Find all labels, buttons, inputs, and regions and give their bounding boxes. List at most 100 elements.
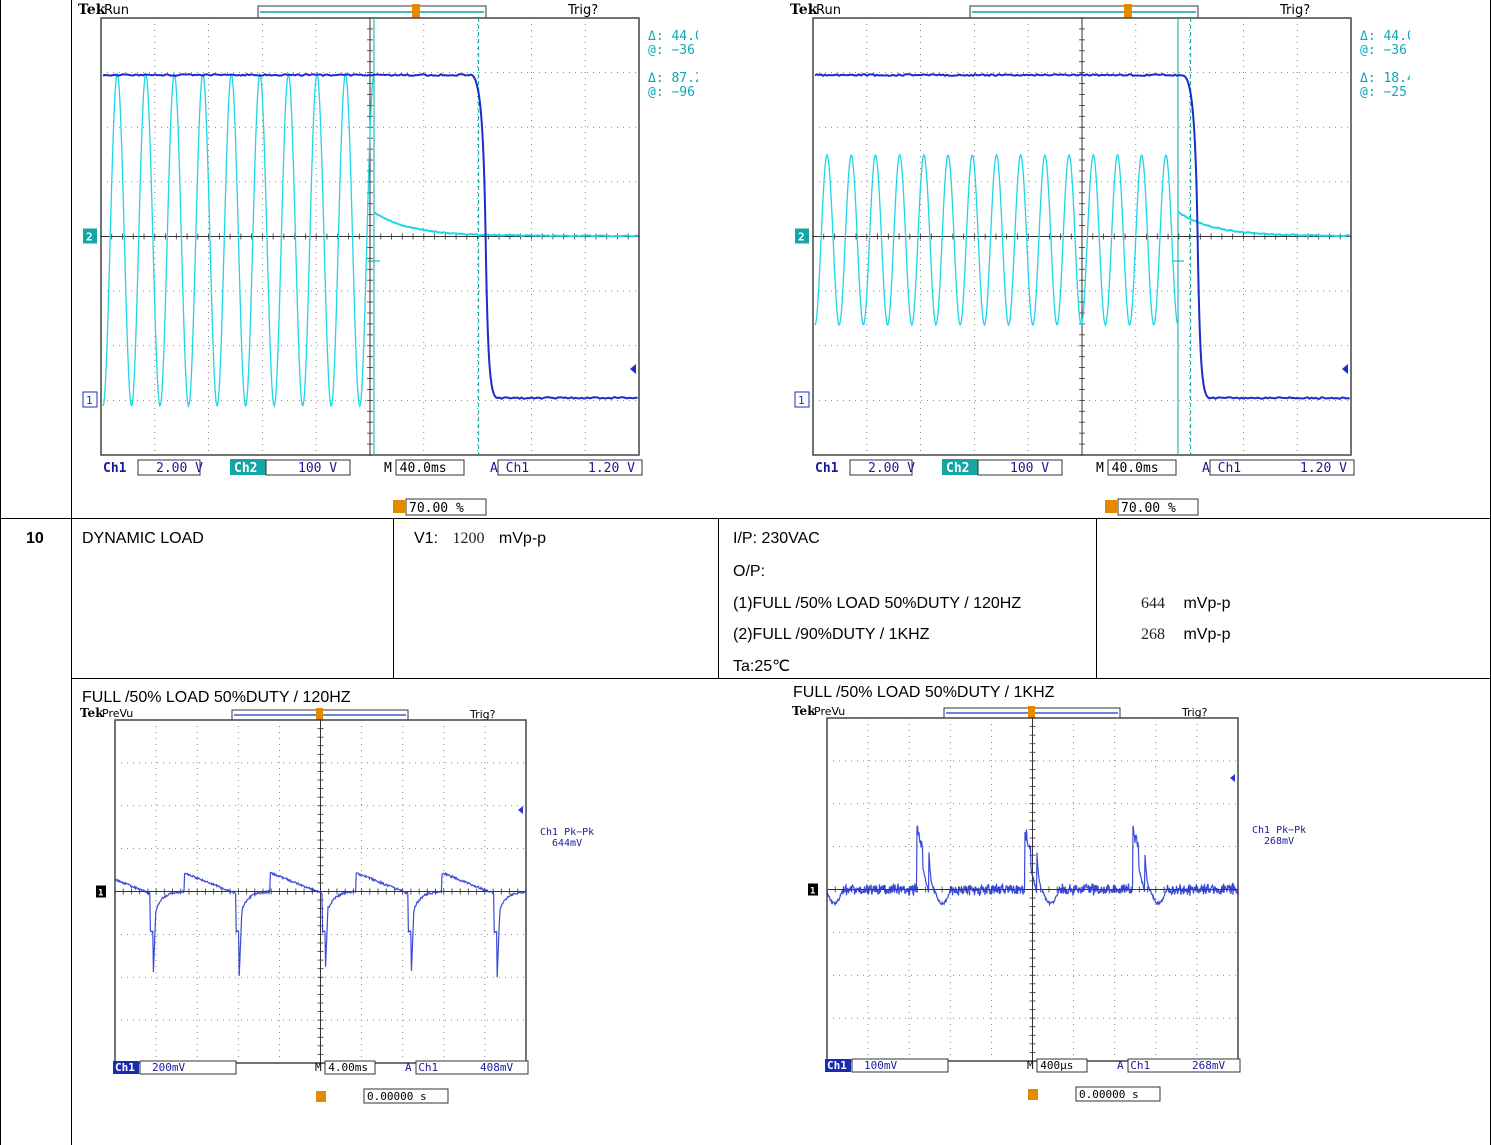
ch2-scale: 100 V (1010, 461, 1049, 476)
ch1-marker-label: 1 (798, 394, 805, 407)
cursor-at-t: @: −96.0ms (648, 85, 698, 100)
scope-screen: TekRun Trig? Δ: 44.0 V@: −36.0 V Δ: 87.2ms@… (78, 0, 698, 518)
condition-output: O/P: (733, 563, 765, 581)
ch2-marker-label: 2 (86, 231, 93, 244)
trig-status: Trig? (1181, 706, 1208, 719)
trigger-pos-icon (1028, 706, 1035, 718)
ch2-scale: 100 V (298, 461, 337, 476)
ch1-scale: 2.00 V (156, 461, 203, 476)
condition-load-1: (1)FULL /50% LOAD 50%DUTY / 120HZ (733, 595, 1021, 613)
cursor-at-v: @: −36.0 V (1360, 43, 1410, 58)
cursor-delta-t: Δ: 18.4ms (1360, 71, 1410, 86)
tek-logo: Tek (78, 2, 106, 18)
trigger-source: A Ch1 (1117, 1059, 1150, 1072)
timebase: M 4.00ms (315, 1061, 368, 1074)
cursor-at-v: @: −36.0 V (648, 43, 698, 58)
ch1-label: Ch1 (115, 1061, 135, 1074)
trigger-position-icon (316, 1091, 326, 1102)
graticule (115, 720, 526, 1063)
trigger-position: 70.00 % (1121, 501, 1176, 516)
trigger-level: 268mV (1192, 1059, 1225, 1072)
scope-shutdown-2: TekRun Trig? Δ: 44.0 V@: −36.0 V Δ: 18.4ms@… (790, 0, 1410, 518)
trigger-position: 0.00000 s (1079, 1088, 1139, 1101)
scope-mode: Run (104, 3, 129, 18)
caption-1khz: FULL /50% LOAD 50%DUTY / 1KHZ (793, 684, 1054, 702)
trigger-position-icon (1105, 500, 1117, 513)
row-number: 10 (26, 530, 44, 548)
result-1-unit: mVp-p (1183, 595, 1230, 612)
scope-screen: TekPreVu Trig? Ch1 Pk−Pk644mV 1 Ch1 200mV M 4.… (80, 705, 650, 1135)
trigger-position-icon (393, 500, 405, 513)
trig-status: Trig? (469, 708, 496, 721)
ch2-label: Ch2 (946, 461, 969, 476)
ch1-scale: 100mV (864, 1059, 897, 1072)
trigger-source: A Ch1 (1202, 461, 1241, 476)
trigger-pos-icon (1124, 4, 1132, 18)
cursor-delta-t: Δ: 87.2ms (648, 71, 698, 86)
table-row-divider-1 (0, 518, 1491, 519)
ch2-label: Ch2 (234, 461, 257, 476)
timebase: M 400µs (1027, 1059, 1073, 1072)
table-col-divider-conditions (718, 518, 719, 678)
condition-temperature: Ta:25℃ (733, 656, 790, 676)
trig-status: Trig? (567, 3, 598, 18)
spec-unit: mVp-p (499, 530, 546, 547)
trigger-source: A Ch1 (490, 461, 529, 476)
result-2-unit: mVp-p (1183, 626, 1230, 643)
trigger-level: 1.20 V (1300, 461, 1347, 476)
result-1-value: 644 (1141, 595, 1165, 612)
trigger-position-icon (1028, 1089, 1038, 1100)
scope-shutdown-1: TekRun Trig? Δ: 44.0 V@: −36.0 V Δ: 87.2ms@… (78, 0, 698, 518)
spec-label: V1: (414, 530, 438, 547)
condition-load-2: (2)FULL /90%DUTY / 1KHZ (733, 626, 930, 644)
measurement-value: 268mV (1264, 836, 1294, 847)
ch1-marker-label: 1 (86, 394, 93, 407)
scope-mode: Run (816, 3, 841, 18)
measurement-name: Ch1 Pk−Pk (540, 827, 594, 838)
ch2-marker-label: 2 (798, 231, 805, 244)
result-1: 644 mVp-p (1141, 595, 1231, 613)
trigger-level: 408mV (480, 1061, 513, 1074)
scope-mode: PreVu (814, 705, 845, 718)
ch1-label: Ch1 (827, 1059, 847, 1072)
cursor-delta-v: Δ: 44.0 V (648, 29, 698, 44)
cursor-delta-v: Δ: 44.0 V (1360, 29, 1410, 44)
result-2-value: 268 (1141, 626, 1165, 643)
result-2: 268 mVp-p (1141, 626, 1231, 644)
tek-logo: Tek (792, 704, 816, 718)
ch1-label: Ch1 (103, 461, 127, 476)
measurement-name: Ch1 Pk−Pk (1252, 825, 1306, 836)
trigger-level: 1.20 V (588, 461, 635, 476)
ch1-marker-label: 1 (810, 887, 815, 897)
table-col-divider-spec (393, 518, 394, 678)
trigger-position: 0.00000 s (367, 1090, 427, 1103)
spec-line: V1: 1200 mVp-p (414, 530, 546, 548)
tek-logo: Tek (790, 2, 818, 18)
test-name: DYNAMIC LOAD (82, 530, 204, 548)
scope-ripple-1khz: Tek PreVu Trig? Ch1 Pk−Pk 268mV 1 Ch1 100mV M 40… (792, 703, 1362, 1133)
ch1-scale: 2.00 V (868, 461, 915, 476)
table-divider-number-col (71, 0, 72, 1145)
cursor-at-t: @: −25.6ms (1360, 85, 1410, 100)
trig-status: Trig? (1279, 3, 1310, 18)
ch1-label: Ch1 (815, 461, 839, 476)
spec-value: 1200 (452, 530, 484, 547)
trigger-pos-icon (412, 4, 420, 18)
scope-mode: PreVu (102, 707, 133, 720)
scope-screen: TekPreVu Trig?Ch1 Pk−Pk268mV1Ch1 100mV M 40… (792, 703, 1362, 1133)
ch1-marker-label: 1 (98, 889, 103, 899)
trigger-pos-icon (316, 708, 323, 720)
table-col-divider-results (1096, 518, 1097, 678)
timebase: M 40.0ms (1096, 461, 1159, 476)
timebase: M 40.0ms (384, 461, 447, 476)
scope-ripple-120hz: Tek PreVu Trig? Ch1 Pk−Pk 644mV 1 Ch1 200mV M 4.… (80, 705, 650, 1135)
tek-logo: Tek (80, 706, 104, 720)
ch1-scale: 200mV (152, 1061, 185, 1074)
table-border-left (0, 0, 1, 1145)
table-row-divider-2 (71, 678, 1491, 679)
measurement-value: 644mV (552, 838, 582, 849)
scope-screen: TekRun Trig? Δ: 44.0 V@: −36.0 V Δ: 18.4ms@… (790, 0, 1410, 518)
trigger-position: 70.00 % (409, 501, 464, 516)
trigger-source: A Ch1 (405, 1061, 438, 1074)
condition-input: I/P: 230VAC (733, 530, 820, 548)
